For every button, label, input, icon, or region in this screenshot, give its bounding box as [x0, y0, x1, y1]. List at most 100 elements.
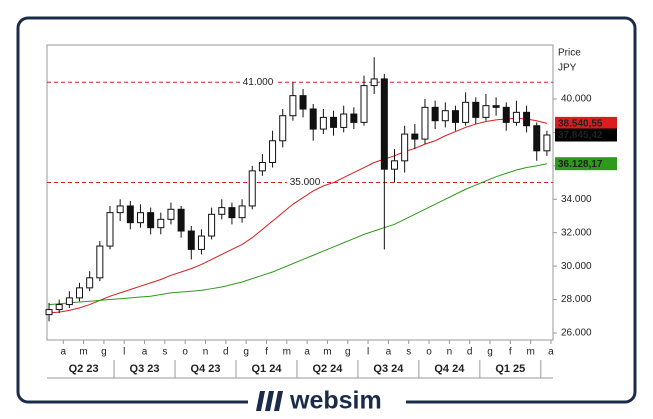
candle-body — [340, 113, 348, 128]
x-tick-label: o — [182, 347, 188, 358]
x-tick-label: a — [60, 347, 66, 358]
x-tick-label: g — [487, 347, 493, 358]
logo-text: websim — [289, 387, 382, 415]
candle-body — [472, 101, 480, 118]
reference-label: 35.000 — [290, 177, 321, 188]
reference-label-bg — [287, 176, 323, 189]
candle-body — [309, 108, 317, 130]
candle-body — [177, 208, 185, 232]
candle-body — [451, 110, 459, 123]
x-group-label: Q2 24 — [312, 363, 343, 375]
candle-body — [258, 161, 266, 172]
moving-average — [48, 163, 548, 306]
candle-body — [380, 78, 388, 170]
price-box — [555, 128, 617, 142]
y-tick-label: 30.000 — [561, 261, 592, 272]
x-group-label: Q2 23 — [69, 363, 99, 375]
x-tick-label: a — [304, 347, 310, 358]
candle-body — [147, 212, 155, 229]
candle-body — [360, 85, 368, 123]
candle-body — [126, 205, 134, 224]
y-tick-label: 32.000 — [561, 227, 592, 238]
candle-body — [167, 208, 175, 220]
price-box-label: 38.540,55 — [558, 119, 603, 130]
candle-body — [197, 235, 205, 250]
candle-body — [45, 309, 53, 316]
x-group-label: Q3 24 — [373, 363, 404, 375]
candle-body — [76, 287, 84, 299]
candle-body — [421, 106, 429, 140]
plot-area — [46, 44, 554, 341]
candle-body — [248, 170, 256, 207]
x-tick-label: l — [123, 347, 125, 358]
candle-body — [55, 304, 63, 311]
y-tick-label: 40.000 — [561, 94, 592, 105]
candle-body — [543, 134, 551, 152]
candle-body — [157, 218, 165, 229]
candle-body — [330, 116, 338, 128]
candle-body — [350, 113, 358, 123]
candle-body — [370, 78, 378, 87]
candle-body — [136, 212, 144, 224]
x-tick-label: g — [345, 347, 351, 358]
moving-average — [48, 117, 548, 314]
candle-body — [533, 125, 541, 152]
y-tick-label: 34.000 — [561, 194, 592, 205]
candle-body — [411, 133, 419, 140]
x-tick-label: g — [101, 347, 107, 358]
candle-body — [279, 115, 287, 142]
y-axis-title: JPY — [558, 63, 577, 74]
x-group-label: Q1 24 — [251, 363, 282, 375]
x-tick-label: n — [203, 347, 209, 358]
x-group-label: Q3 23 — [130, 363, 160, 375]
candle-body — [269, 140, 277, 163]
x-group-label: Q4 24 — [434, 363, 465, 375]
candle-body — [86, 277, 94, 289]
candle-body — [431, 106, 439, 122]
candle-body — [96, 245, 104, 279]
price-box-label: 36.128,17 — [558, 159, 603, 170]
reference-label: 41.000 — [243, 77, 274, 88]
x-tick-label: g — [243, 347, 249, 358]
x-tick-label: s — [162, 347, 167, 358]
candle-body — [106, 212, 114, 247]
x-tick-label: l — [367, 347, 369, 358]
candle-body — [289, 95, 297, 117]
candle-body — [441, 110, 449, 122]
x-tick-label: m — [283, 347, 291, 358]
candle-body — [218, 207, 226, 215]
y-tick-label: 26.000 — [561, 328, 592, 339]
candle-body — [523, 111, 531, 127]
candle-body — [299, 95, 307, 110]
candle-body — [502, 106, 510, 123]
candle-body — [319, 116, 327, 130]
x-tick-label: d — [467, 347, 473, 358]
reference-label-bg — [240, 76, 276, 89]
price-box-label: 37.845,42 — [558, 130, 603, 141]
candle-body — [390, 160, 398, 170]
x-tick-label: f — [509, 347, 512, 358]
x-tick-label: n — [447, 347, 453, 358]
candle-body — [462, 101, 470, 123]
x-group-label: Q4 23 — [191, 363, 221, 375]
candle-body — [208, 213, 216, 237]
candle-body — [492, 105, 500, 108]
x-tick-label: s — [406, 347, 411, 358]
candle-body — [65, 297, 73, 306]
candle-body — [187, 230, 195, 250]
x-tick-label: a — [386, 347, 392, 358]
candle-body — [116, 205, 124, 214]
x-tick-label: d — [223, 347, 229, 358]
candle-body — [228, 207, 236, 219]
y-tick-label: 28.000 — [561, 294, 592, 305]
x-tick-label: m — [323, 347, 331, 358]
candle-body — [401, 133, 409, 162]
price-box — [555, 157, 617, 171]
x-tick-label: m — [79, 347, 87, 358]
x-tick-label: a — [142, 347, 148, 358]
y-axis-title: Price — [558, 48, 581, 59]
x-tick-label: m — [526, 347, 534, 358]
logo-icon — [256, 391, 283, 411]
